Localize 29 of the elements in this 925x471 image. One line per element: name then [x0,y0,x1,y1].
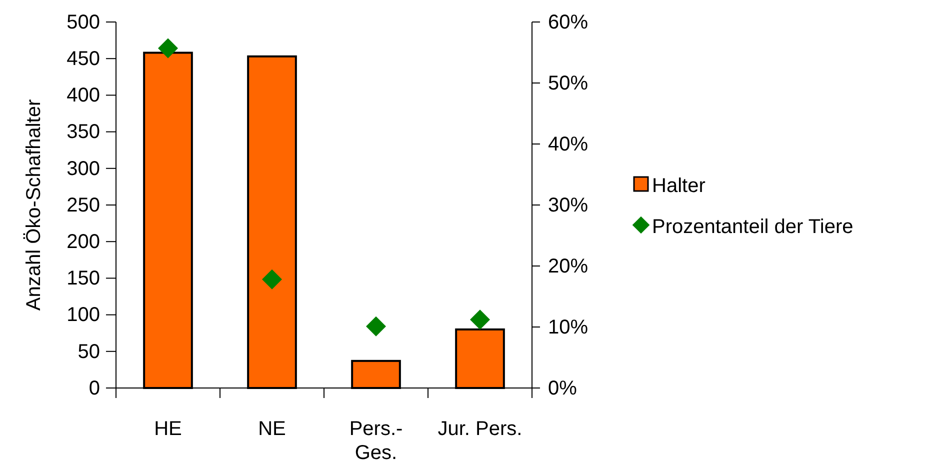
x-tick-label: Jur. Pers. [438,418,522,440]
y2-tick-label: 10% [548,316,588,338]
y2-tick-label: 20% [548,255,588,278]
point [470,310,490,330]
y-tick-label: 0 [88,377,100,400]
legend-label: Halter [652,175,706,197]
x-tick-label: HE [154,418,182,440]
y2-tick-label: 50% [548,72,588,94]
y-tick-label: 400 [66,84,100,107]
point [262,269,282,290]
y-axis-title: Anzahl Öko-Schafhalter [23,99,45,311]
y-tick-label: 250 [66,194,100,216]
y-tick-label: 500 [66,11,100,34]
legend-label: Prozentanteil der Tiere [652,216,854,238]
y-tick-label: 200 [66,231,100,253]
x-tick-label: Pers.-Ges. [349,418,403,464]
y-tick-label: 150 [66,268,100,290]
y-tick-label: 100 [66,304,100,326]
point [366,316,386,336]
y2-tick-label: 60% [548,11,588,34]
point [158,38,178,58]
y-tick-label: 300 [66,158,100,180]
y2-tick-label: 30% [548,194,588,216]
y-tick-label: 50 [78,340,100,363]
x-tick-label: NE [258,418,286,440]
y-tick-label: 450 [66,48,100,70]
y2-tick-label: 0% [548,377,578,400]
y-tick-label: 350 [66,121,100,144]
y2-tick-label: 40% [548,133,588,156]
